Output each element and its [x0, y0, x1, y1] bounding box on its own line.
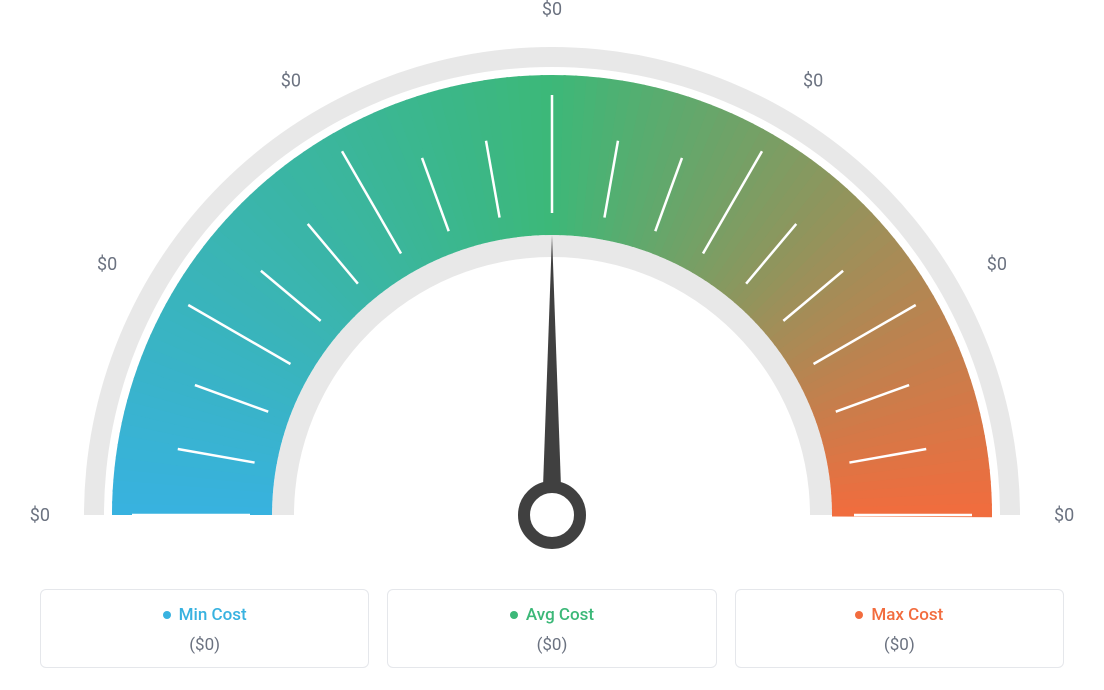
legend-avg-value: ($0): [398, 635, 705, 655]
legend-max-label: Max Cost: [871, 605, 943, 625]
legend-row: Min Cost ($0) Avg Cost ($0) Max Cost ($0…: [40, 589, 1064, 668]
gauge-chart: $0 $0 $0 $0 $0 $0 $0: [0, 0, 1104, 570]
legend-avg-label-row: Avg Cost: [510, 605, 594, 625]
legend-min-label-row: Min Cost: [163, 605, 247, 625]
gauge-tick-label: $0: [542, 0, 562, 20]
gauge-tick-label: $0: [97, 254, 117, 275]
legend-avg-cost: Avg Cost ($0): [387, 589, 716, 668]
legend-max-cost: Max Cost ($0): [735, 589, 1064, 668]
gauge-tick-label: $0: [987, 254, 1007, 275]
gauge-tick-label: $0: [281, 70, 301, 91]
gauge-area: $0 $0 $0 $0 $0 $0 $0: [0, 0, 1104, 570]
legend-max-value: ($0): [746, 635, 1053, 655]
legend-max-label-row: Max Cost: [855, 605, 943, 625]
legend-min-value: ($0): [51, 635, 358, 655]
legend-dot-min: [163, 611, 171, 619]
gauge-tick-label: $0: [30, 505, 50, 526]
legend-dot-avg: [510, 611, 518, 619]
cost-gauge-container: $0 $0 $0 $0 $0 $0 $0 Min Cost ($0) Avg Cost ($…: [0, 0, 1104, 690]
legend-min-cost: Min Cost ($0): [40, 589, 369, 668]
legend-min-label: Min Cost: [179, 605, 247, 625]
gauge-tick-label: $0: [803, 70, 823, 91]
gauge-tick-label: $0: [1054, 505, 1074, 526]
legend-dot-max: [855, 611, 863, 619]
legend-avg-label: Avg Cost: [526, 605, 594, 625]
